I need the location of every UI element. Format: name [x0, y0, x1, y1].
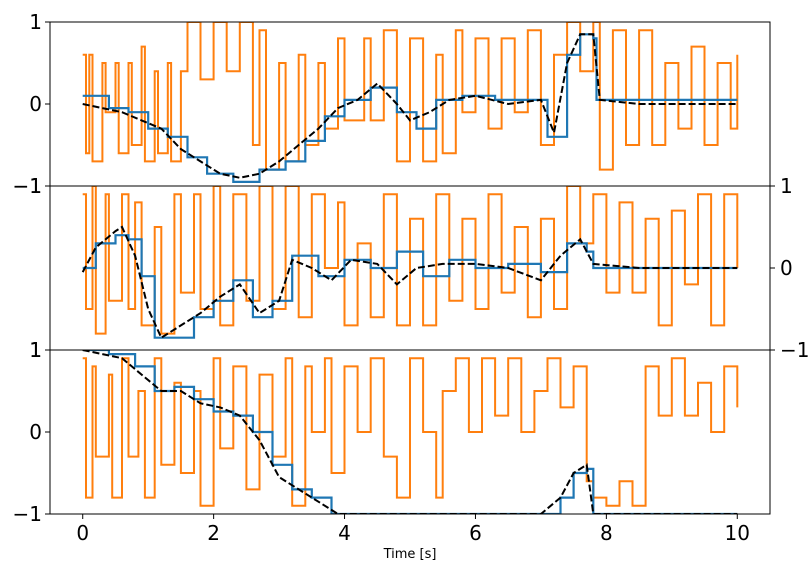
y-tick-label: −1	[13, 502, 42, 526]
panel-2: −1 0 1 −1 1	[13, 174, 808, 362]
panel-3: −1 0 1	[13, 338, 771, 526]
orange-series-line	[82, 22, 739, 171]
orange-series-line	[82, 357, 739, 507]
y-tick-label: 0	[29, 420, 42, 444]
y-tick-label: 1	[29, 338, 42, 362]
panel-1-series	[82, 22, 739, 183]
panel-2-y-ticks: −1 0 1 −1 1	[13, 174, 808, 362]
mean-dashed-line	[81, 225, 738, 340]
x-axis-ticks: 0 2 4 6 8 10	[76, 514, 750, 545]
y-tick-label: 0	[780, 256, 793, 280]
panel-3-series	[82, 350, 739, 514]
x-tick-label: 10	[725, 521, 750, 545]
x-tick-label: 2	[207, 521, 220, 545]
x-axis-label: Time [s]	[383, 547, 437, 562]
mean-dashed-line	[82, 33, 738, 179]
mean-dashed-line	[82, 350, 738, 514]
y-tick-label: −1	[13, 174, 42, 198]
x-tick-label: 6	[469, 521, 482, 545]
blue-series-line	[82, 350, 738, 514]
x-tick-label: 0	[76, 521, 89, 545]
panel-2-series	[81, 186, 739, 340]
panel-1: −1 0 1	[13, 10, 771, 198]
y-tick-label: −1	[780, 338, 808, 362]
blue-series-line	[82, 234, 738, 339]
panel-3-y-ticks: −1 0 1	[13, 338, 50, 526]
x-tick-label: 8	[600, 521, 613, 545]
orange-series-line	[82, 186, 739, 335]
blue-series-line	[82, 33, 738, 183]
x-tick-label: 4	[338, 521, 351, 545]
panels: −101−101−11−101	[13, 10, 808, 526]
y-tick-label: 0	[29, 92, 42, 116]
y-tick-label: 1	[780, 174, 793, 198]
panel-1-y-ticks: −1 0 1	[13, 10, 50, 198]
y-tick-label: 1	[29, 338, 42, 362]
y-tick-label: 1	[29, 10, 42, 34]
y-tick-label: −1	[13, 174, 42, 198]
